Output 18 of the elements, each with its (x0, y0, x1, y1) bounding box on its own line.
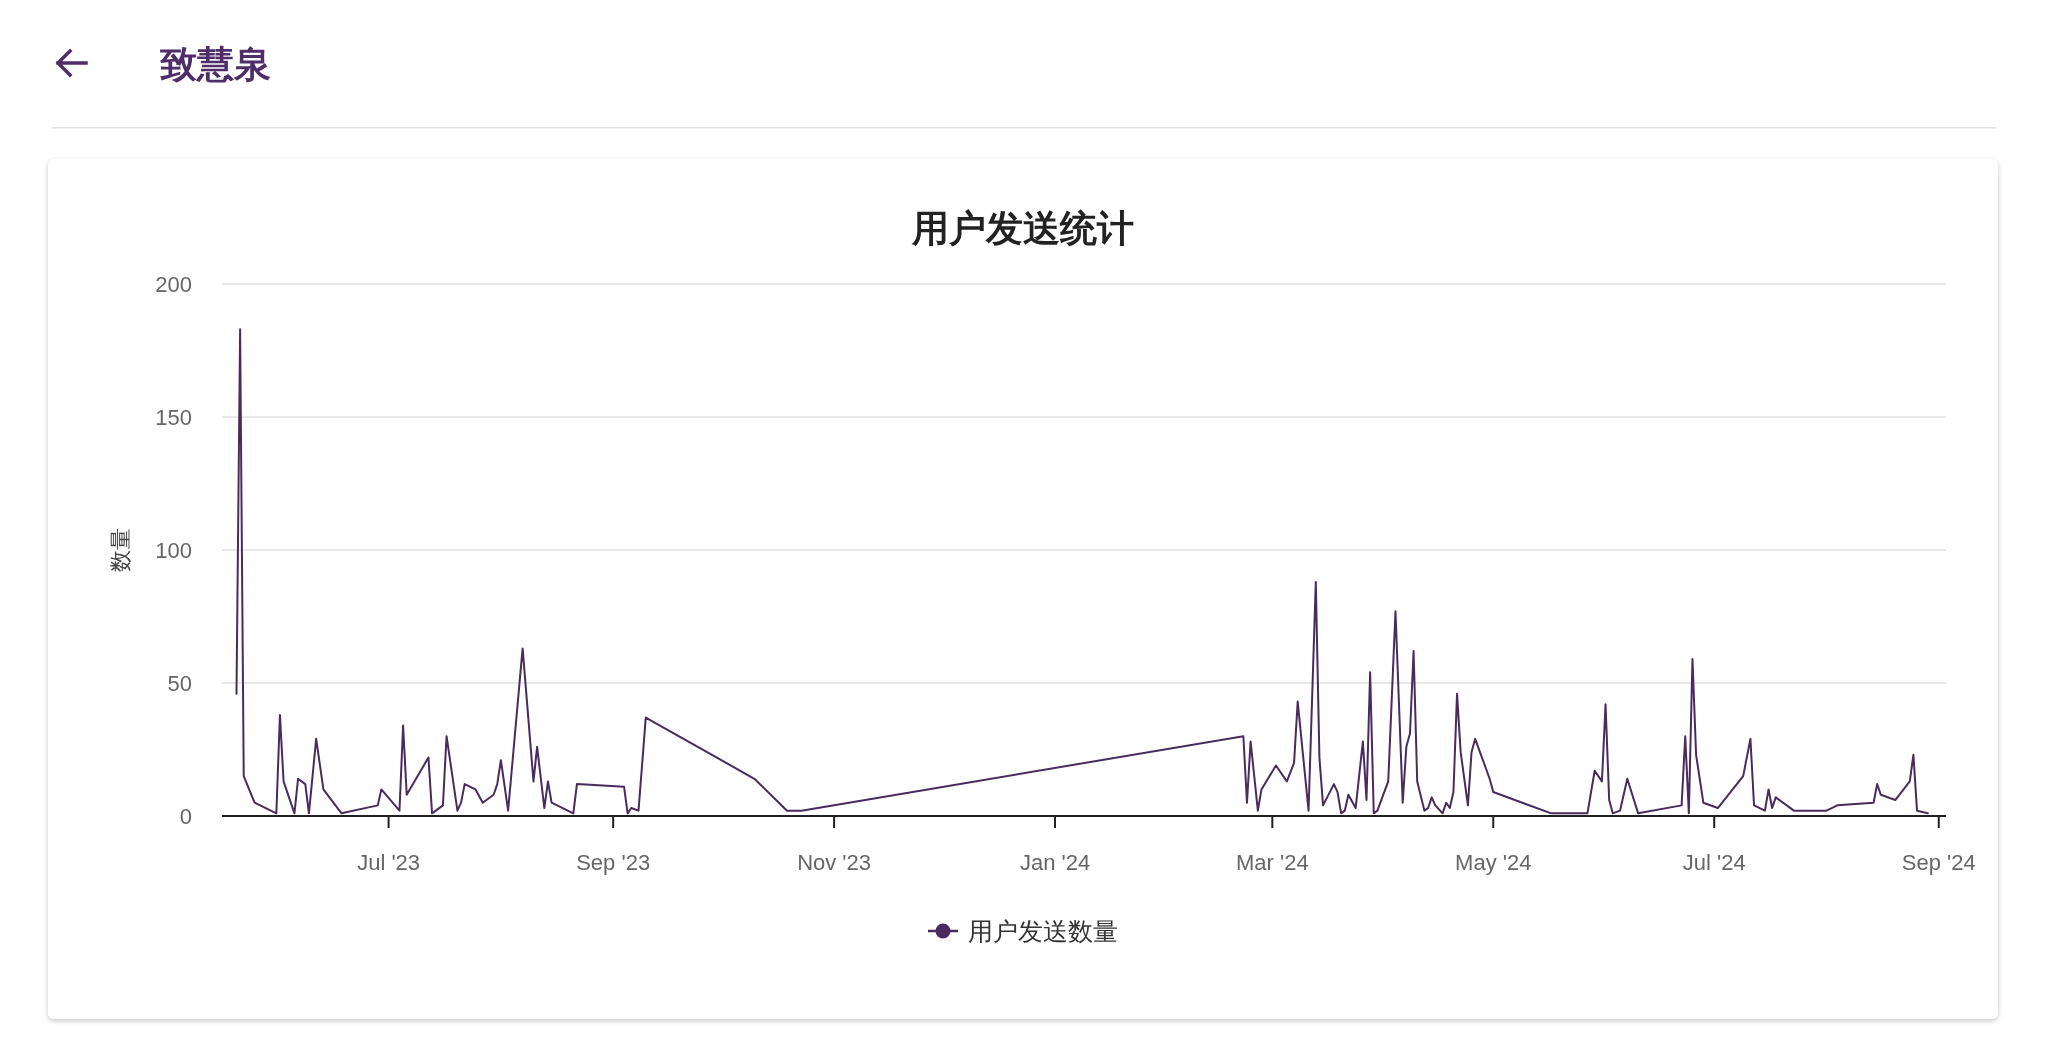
x-tick-label: Mar '24 (1236, 849, 1309, 875)
x-tick-label: Sep '24 (1901, 849, 1976, 875)
x-tick-label: Nov '23 (797, 849, 872, 875)
y-tick-label: 50 (167, 670, 192, 696)
line-series (235, 328, 1929, 815)
y-tick-label: 150 (155, 404, 192, 430)
x-tick-label: Jan '24 (1019, 849, 1091, 875)
y-tick-label: 100 (155, 537, 192, 563)
legend-label: 用户发送数量 (968, 917, 1118, 945)
y-tick-label: 0 (179, 803, 192, 829)
chart-title: 用户发送统计 (911, 207, 1134, 249)
x-tick-label: Sep '23 (576, 849, 651, 875)
y-tick-label: 200 (155, 271, 192, 297)
x-tick-label: May '24 (1455, 849, 1532, 875)
y-axis-title: 数量 (107, 528, 133, 572)
x-tick-label: Jul '24 (1682, 849, 1746, 875)
text: 致慧泉 (160, 43, 271, 85)
x-tick-label: Jul '23 (357, 849, 421, 875)
